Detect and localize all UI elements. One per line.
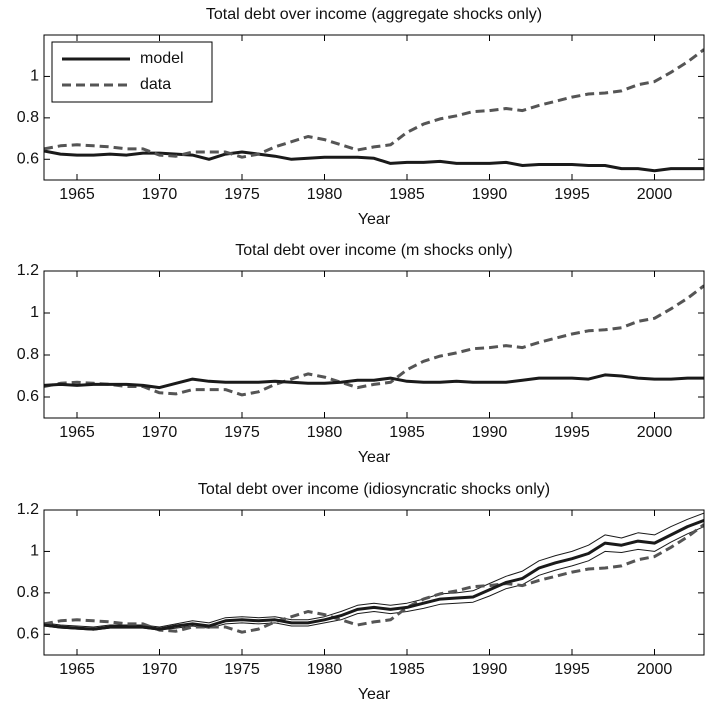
y-tick-label: 1.2 — [17, 501, 39, 518]
x-axis-label: Year — [358, 686, 391, 703]
x-tick-label: 1995 — [554, 186, 590, 203]
legend-box — [51, 41, 213, 103]
y-tick-label: 1 — [30, 304, 39, 321]
chart-title: Total debt over income (idiosyncratic sh… — [198, 481, 550, 498]
x-axis-label: Year — [358, 211, 391, 228]
x-tick-label: 1995 — [554, 424, 590, 441]
series-line — [44, 518, 704, 631]
legend-label: data — [140, 76, 171, 93]
plot-area — [44, 512, 704, 634]
x-tick-label: 1975 — [224, 661, 260, 678]
y-tick-label: 0.8 — [17, 109, 39, 126]
plot-area — [44, 284, 704, 397]
y-tick-label: 0.8 — [17, 346, 39, 363]
axes-frame — [43, 270, 705, 419]
series-line — [44, 373, 704, 390]
x-tick-label: 1970 — [142, 186, 178, 203]
x-tick-label: 1975 — [224, 424, 260, 441]
x-tick-label: 1980 — [307, 186, 343, 203]
x-tick-label: 1985 — [389, 661, 425, 678]
x-tick-label: 1990 — [472, 186, 508, 203]
axes-frame — [43, 509, 705, 656]
y-tick-label: 1.2 — [17, 262, 39, 279]
plot-area — [44, 48, 704, 173]
x-tick-label: 1965 — [59, 424, 95, 441]
x-tick-label: 1980 — [307, 661, 343, 678]
x-tick-label: 1970 — [142, 424, 178, 441]
x-tick-label: 1975 — [224, 186, 260, 203]
y-tick-label: 1 — [30, 543, 39, 560]
y-tick-label: 0.6 — [17, 626, 39, 643]
x-tick-label: 1995 — [554, 661, 590, 678]
series-line — [44, 149, 704, 173]
x-axis-label: Year — [358, 449, 391, 466]
series-line — [44, 512, 704, 628]
y-tick-label: 1 — [30, 68, 39, 85]
chart-title: Total debt over income (aggregate shocks… — [206, 6, 542, 23]
x-tick-label: 1980 — [307, 424, 343, 441]
x-tick-label: 1985 — [389, 424, 425, 441]
series-line — [44, 284, 704, 397]
x-tick-label: 1990 — [472, 424, 508, 441]
x-tick-label: 2000 — [637, 424, 673, 441]
axes-frame — [43, 34, 705, 181]
legend-label: model — [140, 50, 184, 67]
x-tick-label: 1970 — [142, 661, 178, 678]
y-tick-label: 0.6 — [17, 151, 39, 168]
x-tick-label: 1965 — [59, 661, 95, 678]
y-tick-label: 0.6 — [17, 388, 39, 405]
x-tick-label: 1965 — [59, 186, 95, 203]
chart-title: Total debt over income (m shocks only) — [235, 242, 512, 259]
y-tick-label: 0.8 — [17, 584, 39, 601]
series-line — [44, 523, 704, 634]
series-line — [44, 48, 704, 159]
x-tick-label: 1990 — [472, 661, 508, 678]
x-tick-label: 2000 — [637, 186, 673, 203]
x-tick-label: 1985 — [389, 186, 425, 203]
x-tick-label: 2000 — [637, 661, 673, 678]
